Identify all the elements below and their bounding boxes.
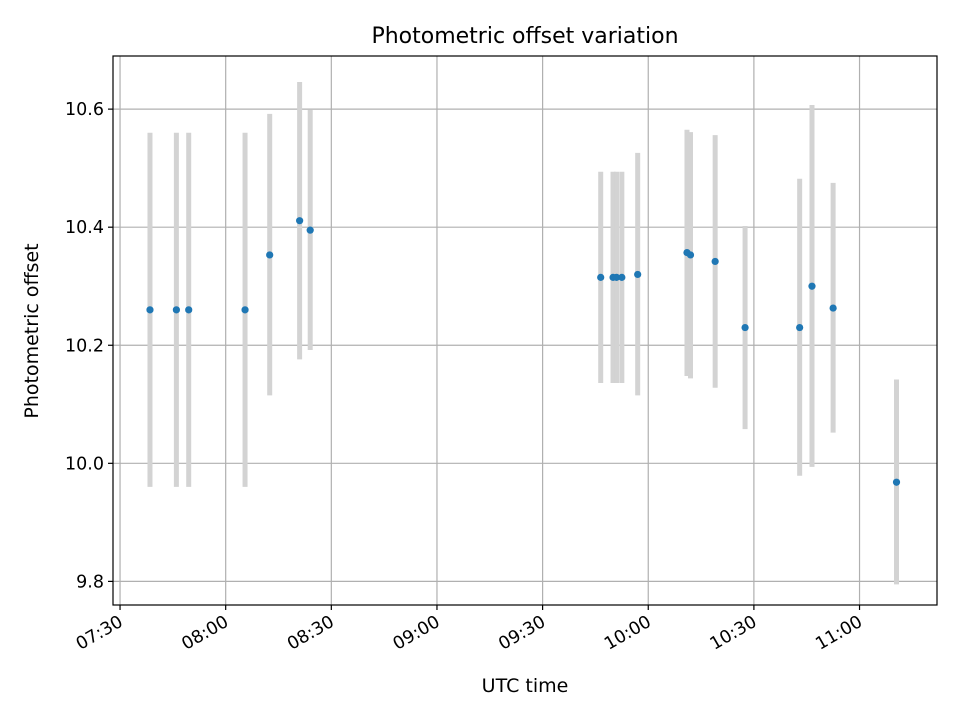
error-bars <box>147 81 900 585</box>
data-point <box>172 306 180 314</box>
x-axis-ticks: 07:30 08:00 08:30 09:00 09:30 10:00 10:30 11:00 <box>73 605 866 655</box>
plot-frame <box>112 55 938 606</box>
x-axis-label: UTC time <box>482 675 569 697</box>
y-tick-label: 10.4 <box>65 218 104 238</box>
data-point <box>296 217 304 225</box>
data-point <box>634 270 642 279</box>
y-tick-label: 10.6 <box>65 100 104 120</box>
y-tick-label: 10.2 <box>65 336 104 356</box>
data-point <box>796 323 804 332</box>
data-point <box>808 282 816 290</box>
data-point <box>711 257 719 266</box>
chart-title: Photometric offset variation <box>371 24 678 49</box>
x-tick-label: 10:30 <box>707 612 761 655</box>
x-tick-label: 08:00 <box>179 612 233 655</box>
data-point <box>306 226 314 234</box>
x-tick-label: 09:00 <box>390 612 444 655</box>
x-tick-label: 09:30 <box>495 612 549 655</box>
y-tick-label: 9.8 <box>76 572 104 592</box>
data-point <box>266 251 274 259</box>
x-tick-label: 11:00 <box>812 612 866 655</box>
y-axis-ticks: 9.8 10.0 10.2 10.4 10.6 <box>65 100 113 592</box>
data-point <box>892 478 901 486</box>
y-axis-label: Photometric offset <box>21 243 43 418</box>
data-point <box>241 306 249 314</box>
data-point <box>597 273 605 281</box>
data-point <box>829 304 837 312</box>
data-point <box>185 306 193 314</box>
y-tick-label: 10.0 <box>65 454 104 474</box>
x-tick-label: 07:30 <box>73 612 127 655</box>
data-point <box>686 251 695 259</box>
data-point <box>146 306 154 314</box>
data-point <box>612 273 621 281</box>
x-tick-label: 08:30 <box>284 612 338 655</box>
data-point <box>741 323 749 332</box>
data-points <box>146 217 901 486</box>
x-tick-label: 10:00 <box>601 612 655 655</box>
data-point <box>618 273 626 281</box>
